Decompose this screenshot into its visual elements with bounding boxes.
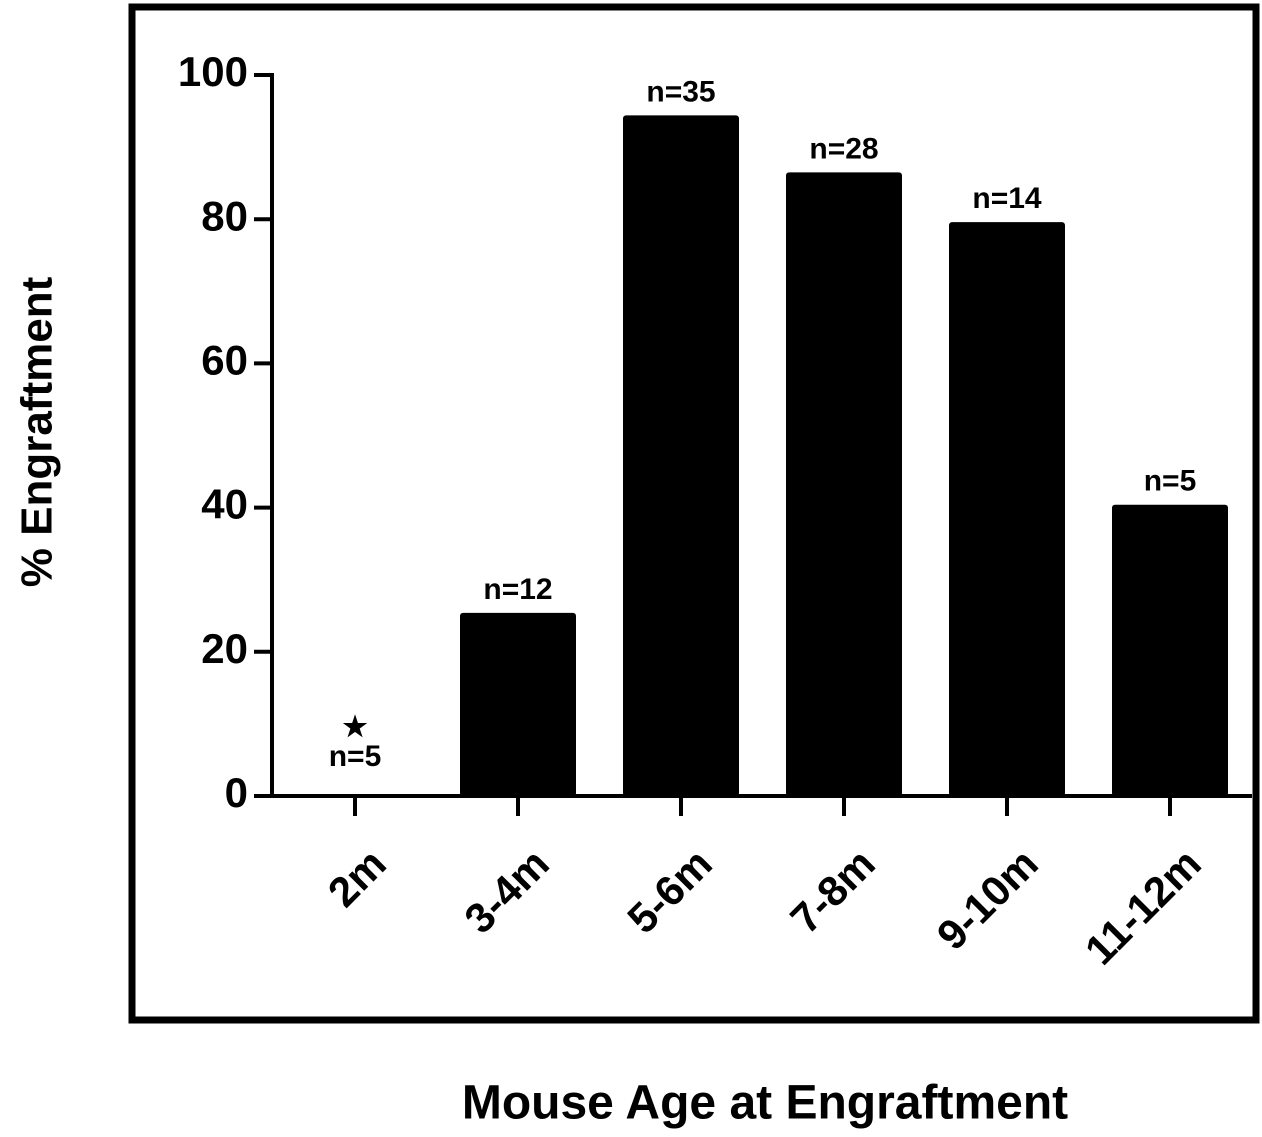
x-tick-label: 9-10m bbox=[928, 840, 1047, 959]
y-axis-label: % Engraftment bbox=[13, 276, 62, 587]
bar bbox=[786, 172, 902, 796]
annotation: n=5 bbox=[329, 740, 382, 773]
annotation: n=14 bbox=[972, 182, 1042, 215]
y-tick-label: 60 bbox=[201, 336, 248, 383]
x-tick-label: 2m bbox=[319, 840, 395, 916]
bar bbox=[623, 115, 739, 797]
x-tick-label: 5-6m bbox=[618, 840, 721, 943]
annotation: n=12 bbox=[483, 573, 552, 606]
bar bbox=[460, 612, 576, 796]
y-tick-label: 40 bbox=[201, 481, 248, 528]
annotation: n=28 bbox=[809, 132, 878, 165]
annotation: n=5 bbox=[1144, 465, 1197, 498]
x-axis-label: Mouse Age at Engraftment bbox=[462, 1077, 1068, 1130]
y-tick-label: 20 bbox=[201, 625, 248, 672]
x-tick-label: 11-12m bbox=[1076, 840, 1210, 974]
bar bbox=[1112, 504, 1228, 796]
bar bbox=[949, 222, 1065, 797]
y-tick-label: 0 bbox=[225, 769, 248, 816]
x-tick-label: 7-8m bbox=[781, 840, 884, 943]
annotation: n=35 bbox=[646, 75, 715, 108]
significance-marker: ★ bbox=[342, 711, 367, 742]
y-tick-label: 100 bbox=[178, 48, 248, 95]
x-tick-label: 3-4m bbox=[455, 840, 558, 943]
frame bbox=[128, 3, 1260, 1024]
y-tick-label: 80 bbox=[201, 192, 248, 239]
